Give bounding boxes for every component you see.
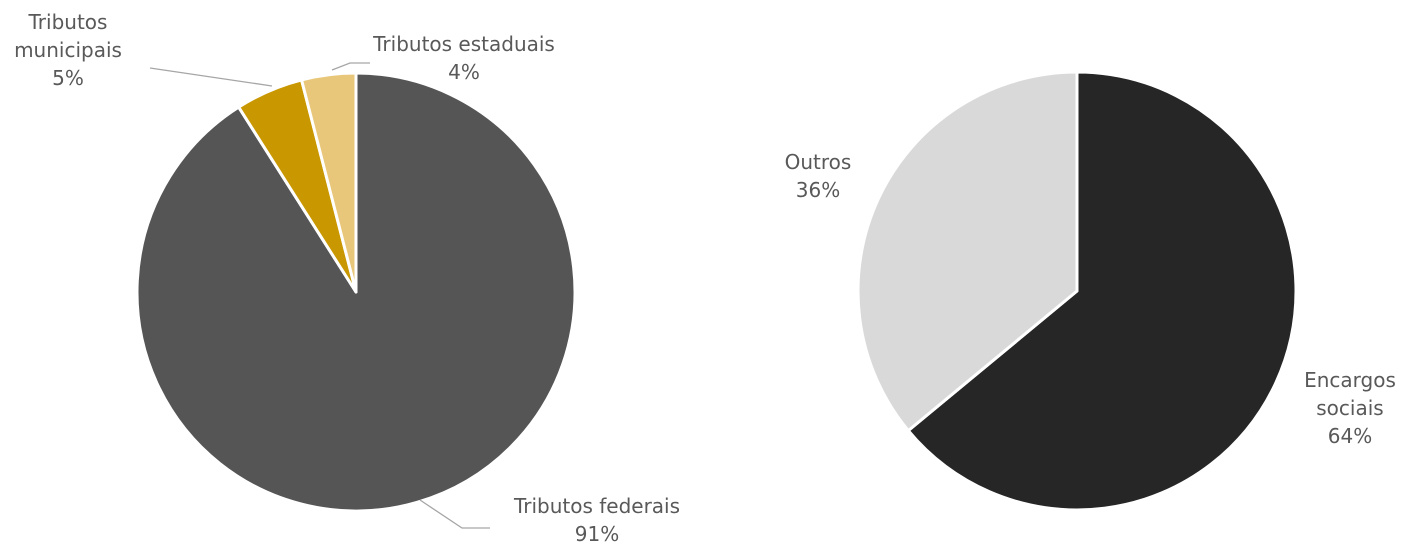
label-value: 4% [448, 60, 480, 84]
data-label: Outros 36% [763, 148, 873, 204]
label-value: 91% [574, 522, 620, 546]
label-value: 36% [795, 178, 841, 202]
leader-line [149, 67, 273, 87]
data-label: Encargos sociais 64% [1295, 366, 1405, 450]
label-value: 64% [1327, 424, 1373, 448]
label-value: 5% [52, 66, 84, 90]
label-name: Tributos municipais [14, 10, 122, 62]
label-name: Encargos sociais [1304, 368, 1396, 420]
leader-line [331, 62, 370, 71]
leader-line [419, 499, 490, 529]
label-name: Tributos federais [513, 494, 681, 518]
label-name: Outros [784, 150, 852, 174]
label-name: Tributos estaduais [373, 32, 555, 56]
pie-slice [906, 70, 1298, 512]
pie-slice [856, 70, 1079, 433]
data-label: Tributos municipais 5% [3, 8, 133, 92]
data-label: Tributos estaduais 4% [344, 30, 584, 86]
pie-slice [300, 71, 358, 294]
data-label: Tributos federais 91% [477, 492, 717, 547]
